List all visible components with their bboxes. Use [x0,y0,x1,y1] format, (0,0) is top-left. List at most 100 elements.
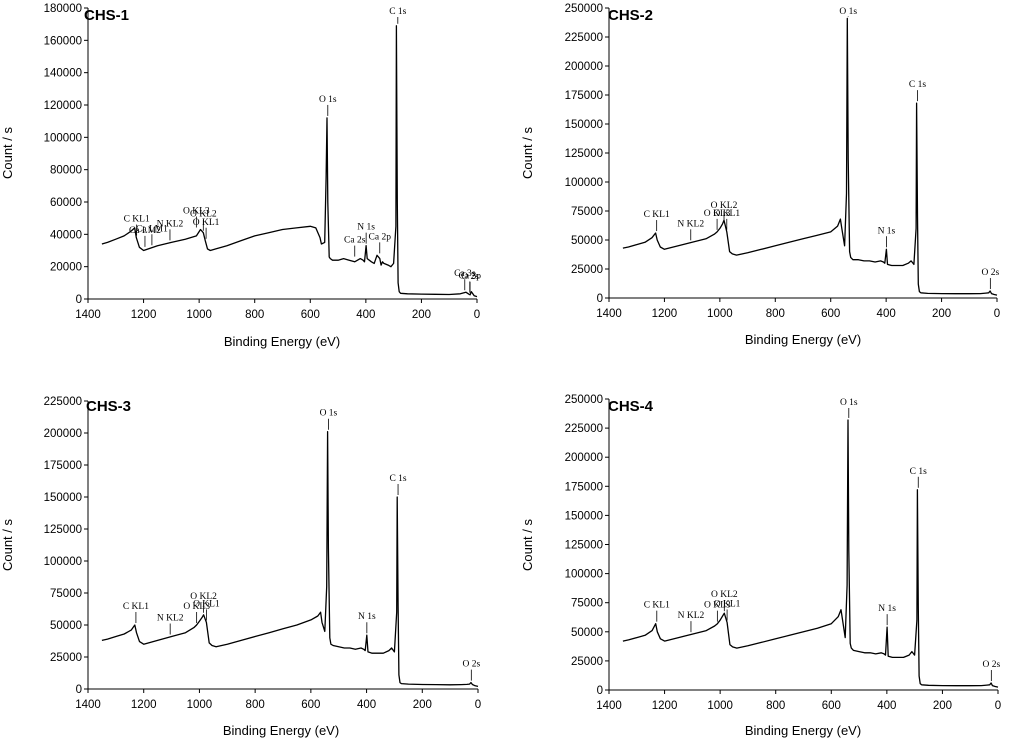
x-tick-label: 800 [246,699,265,711]
panel-title: CHS-3 [86,398,131,415]
peak-label: Ca 2p [369,232,392,242]
y-tick-label: 80000 [50,165,82,177]
x-tick-label: 200 [413,699,432,711]
x-tick-label: 0 [475,699,481,711]
x-tick-label: 400 [877,700,896,712]
peak-label: O 1s [840,398,858,408]
peak-label: N 1s [878,226,896,236]
y-tick-label: 200000 [44,428,82,440]
y-tick-label: 250000 [565,394,603,406]
x-tick-label: 400 [356,309,375,321]
spectrum-line [622,17,998,296]
y-tick-label: 200000 [565,452,603,464]
peak-label: C 1s [389,474,406,484]
y-tick-label: 20000 [50,262,82,274]
y-tick-label: 160000 [44,35,82,47]
peak-label: C 1s [389,7,406,17]
x-tick-label: 1200 [652,308,678,320]
y-tick-label: 225000 [44,396,82,408]
panel-title: CHS-4 [608,398,654,415]
peak-label: O KL1 [193,599,220,609]
peak-label: O KL3 [704,209,731,219]
peak-label: O KL2 [190,592,217,602]
peak-label: N KL2 [677,219,704,229]
y-tick-label: 175000 [565,481,603,493]
peak-label: Ca 3s [454,269,476,279]
y-tick-label: 0 [597,685,603,697]
y-tick-label: 175000 [44,460,82,472]
y-tick-label: 175000 [565,90,603,102]
peak-label: O KL2 [190,210,217,220]
y-tick-label: 200000 [565,61,603,73]
peak-label: Ca LM2 [129,226,161,236]
y-axis-label: Count / s [0,126,15,179]
x-tick-label: 600 [301,309,320,321]
peak-label: N 1s [357,223,375,233]
y-tick-label: 50000 [571,235,603,247]
peak-label: N KL2 [678,611,705,621]
peak-label: N 1s [878,604,896,614]
y-tick-label: 150000 [565,510,603,522]
y-tick-label: 125000 [565,148,603,160]
peak-label: C 1s [909,80,926,90]
x-tick-label: 1400 [596,308,622,320]
peak-label: O KL3 [183,206,210,216]
x-tick-label: 1000 [186,309,212,321]
chart-panel-chs-2: CHS-2 Binding Energy (eV) Count / s 1400… [520,3,1000,347]
x-tick-label: 200 [932,308,951,320]
peak-label: N KL2 [157,219,184,229]
y-tick-label: 180000 [44,3,82,15]
peak-label: O 1s [320,409,338,419]
peak-label: C KL1 [644,210,670,220]
x-tick-label: 800 [766,308,785,320]
peak-label: C KL1 [124,215,150,225]
x-tick-label: 1400 [75,309,101,321]
chart-panel-chs-3: CHS-3 Binding Energy (eV) Count / s 1400… [0,396,481,738]
y-tick-label: 60000 [50,197,82,209]
y-tick-label: 0 [597,293,603,305]
y-tick-label: 0 [76,684,82,696]
chart-panel-chs-4: CHS-4 Binding Energy (eV) Count / s 1400… [520,394,1001,738]
peak-label: O 2s [982,268,1000,278]
chart-panel-chs-1: CHS-1 Binding Energy (eV) Count / s 1400… [0,3,481,349]
peak-label: C KL1 [123,602,149,612]
peak-label: N KL2 [157,614,184,624]
x-tick-label: 1200 [131,309,157,321]
x-tick-label: 1000 [707,308,733,320]
peak-label: Ca 3p [459,271,482,281]
y-tick-label: 100000 [565,177,603,189]
y-tick-label: 225000 [565,32,603,44]
peak-label: O 1s [839,7,857,17]
x-axis-label: Binding Energy (eV) [223,723,339,738]
y-tick-label: 250000 [565,3,603,15]
y-axis-label: Count / s [520,126,535,179]
x-tick-label: 1000 [187,699,213,711]
y-tick-label: 25000 [571,656,603,668]
y-tick-label: 150000 [565,119,603,131]
x-tick-label: 1400 [596,700,622,712]
x-tick-label: 800 [766,700,785,712]
x-tick-label: 600 [822,700,841,712]
y-tick-label: 75000 [571,598,603,610]
peak-label: N 1s [358,612,376,622]
peak-label: O KL3 [183,602,210,612]
x-axis-label: Binding Energy (eV) [745,723,861,738]
peak-label: O KL3 [704,601,731,611]
x-tick-label: 600 [821,308,840,320]
x-tick-label: 0 [474,309,480,321]
x-tick-label: 1000 [707,700,733,712]
peak-label: O KL2 [711,201,738,211]
peak-label: O 1s [319,95,337,105]
peak-label: Ca 2s [344,236,366,246]
y-tick-label: 125000 [44,524,82,536]
y-tick-label: 100000 [44,556,82,568]
y-tick-label: 120000 [44,100,82,112]
peak-label: O 2s [462,660,480,670]
peak-label: O KL1 [193,218,220,228]
peak-label: O KL2 [711,590,738,600]
peak-label: O 2s [982,660,1000,670]
x-tick-label: 1200 [652,700,678,712]
peak-label: Ca LM1 [136,224,168,234]
peak-label: C 1s [910,467,927,477]
spectrum-line [101,25,478,298]
